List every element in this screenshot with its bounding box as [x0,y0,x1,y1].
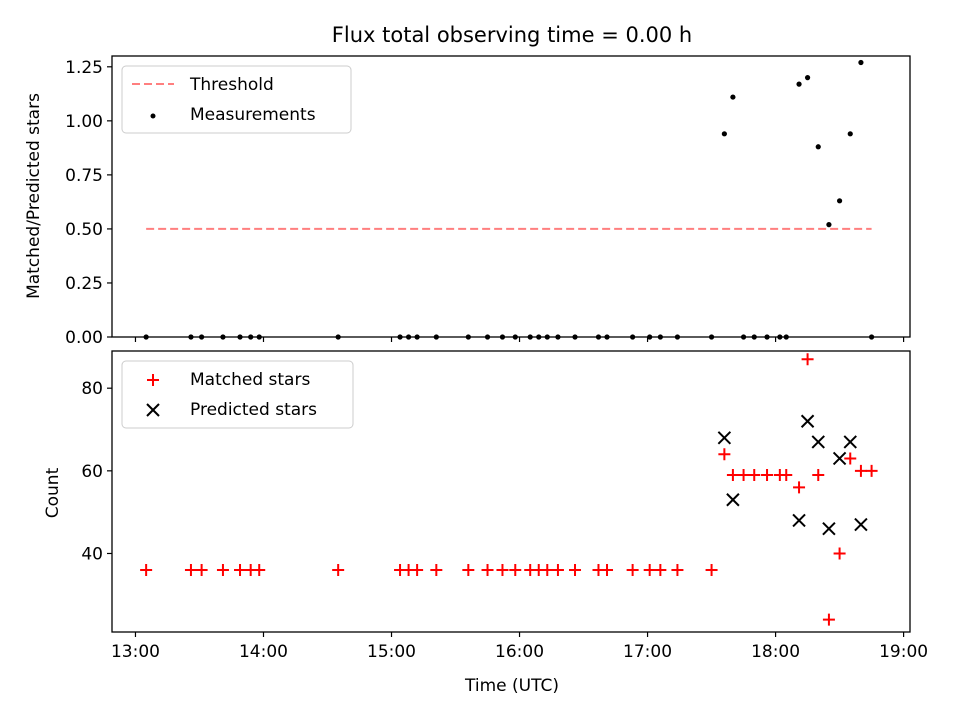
matched-star-point [865,464,878,477]
matched-star-point [718,448,731,461]
top-y-tick-label: 0.50 [65,220,103,240]
predicted-star-point [726,493,740,507]
matched-star-point [748,468,761,481]
top-y-tick-label: 0.25 [65,274,103,294]
matched-star-point [626,564,639,577]
top-y-axis-label: Matched/Predicted stars [24,93,44,299]
legend-matched-swatch [147,374,159,386]
top-axes-frame [111,55,911,338]
matched-star-point [551,564,564,577]
measurement-point [721,131,727,137]
predicted-star-point [822,521,836,536]
predicted-star-point [800,414,815,428]
bottom-axes: Count Time (UTC) 13:00 14:00 15:00 16:00 17:… [43,350,928,696]
x-tick-label: 16:00 [495,642,544,662]
bottom-y-tick-label: 80 [81,379,103,399]
predicted-star-point [717,431,732,445]
top-y-tick-label: 0.00 [65,328,103,348]
legend-predicted-swatch [146,403,160,417]
matched-star-point [216,564,229,577]
legend-matched-label: Matched stars [190,370,310,390]
x-tick-label: 14:00 [239,642,288,662]
bottom-y-tick-label: 60 [81,462,103,482]
x-tick-label: 19:00 [879,642,928,662]
measurement-point [796,81,802,87]
matched-star-point [737,468,750,481]
predicted-star-point [843,435,857,449]
legend-measurements-label: Measurements [190,105,316,125]
measurement-point [836,198,843,204]
matched-star-point [253,564,266,577]
top-legend-box [121,65,352,134]
x-tick-label: 18:00 [751,642,800,662]
matched-star-point [496,564,509,577]
matched-star-point [726,468,739,481]
bottom-y-tick-label: 40 [81,544,103,564]
matched-star-point [234,564,247,577]
matched-star-point [654,564,667,577]
matched-star-point [643,564,656,577]
predicted-star-point [811,435,825,449]
legend-threshold-label: Threshold [189,75,274,95]
predicted-star-point [854,517,868,532]
matched-star-point [601,564,614,577]
matched-star-point [780,468,793,481]
top-y-tick-label: 1.25 [65,58,103,78]
matched-star-point [793,481,806,494]
x-tick-label: 17:00 [623,642,672,662]
matched-star-point [761,468,774,481]
legend-predicted-label: Predicted stars [190,400,317,420]
predicted-star-point [832,451,847,466]
measurement-point [730,94,736,100]
legend-measurements-swatch [150,113,156,119]
chart-title: Flux total observing time = 0.00 h [332,23,692,47]
matched-star-point [812,468,825,481]
matched-star-point [430,564,443,577]
measurement-point [804,75,811,81]
predicted-star-point [792,513,806,528]
bottom-legend: Matched stars Predicted stars [121,360,354,429]
matched-star-point [569,564,582,577]
measurement-point [826,222,832,228]
matched-star-point [509,564,522,577]
matched-star-point [481,564,494,577]
top-axes: Matched/Predicted stars 0.00 0.25 0.50 0.75… [24,55,911,348]
top-y-tick-label: 1.00 [65,112,103,132]
matched-star-point [801,353,814,366]
measurement-point [858,59,864,66]
matched-star-point [332,564,345,577]
top-ticks: 0.00 0.25 0.50 0.75 1.00 1.25 [65,58,905,348]
x-tick-label: 15:00 [367,642,416,662]
matched-star-point [411,564,424,577]
matched-star-point [705,564,718,577]
matched-star-point [462,564,475,577]
measurement-point [815,144,821,150]
top-legend: Threshold Measurements [121,65,352,134]
x-axis-label: Time (UTC) [464,676,559,696]
x-tick-label: 13:00 [111,642,160,662]
matched-star-point [541,564,554,577]
matched-star-point [854,464,867,477]
matched-star-point [184,564,197,577]
bottom-marks [140,353,878,626]
bottom-y-axis-label: Count [43,467,63,518]
matched-star-point [833,547,846,560]
top-y-tick-label: 0.75 [65,166,103,186]
bottom-ticks: 13:00 14:00 15:00 16:00 17:00 18:00 19:00 40 60 8… [81,379,928,662]
bottom-legend-box [121,360,354,429]
matched-star-point [195,564,208,577]
matched-star-point [844,452,857,465]
measurement-point [847,131,853,137]
matched-star-point [822,613,835,626]
bottom-axes-frame [111,350,911,633]
matched-star-point [140,564,153,577]
matched-star-point [671,564,684,577]
